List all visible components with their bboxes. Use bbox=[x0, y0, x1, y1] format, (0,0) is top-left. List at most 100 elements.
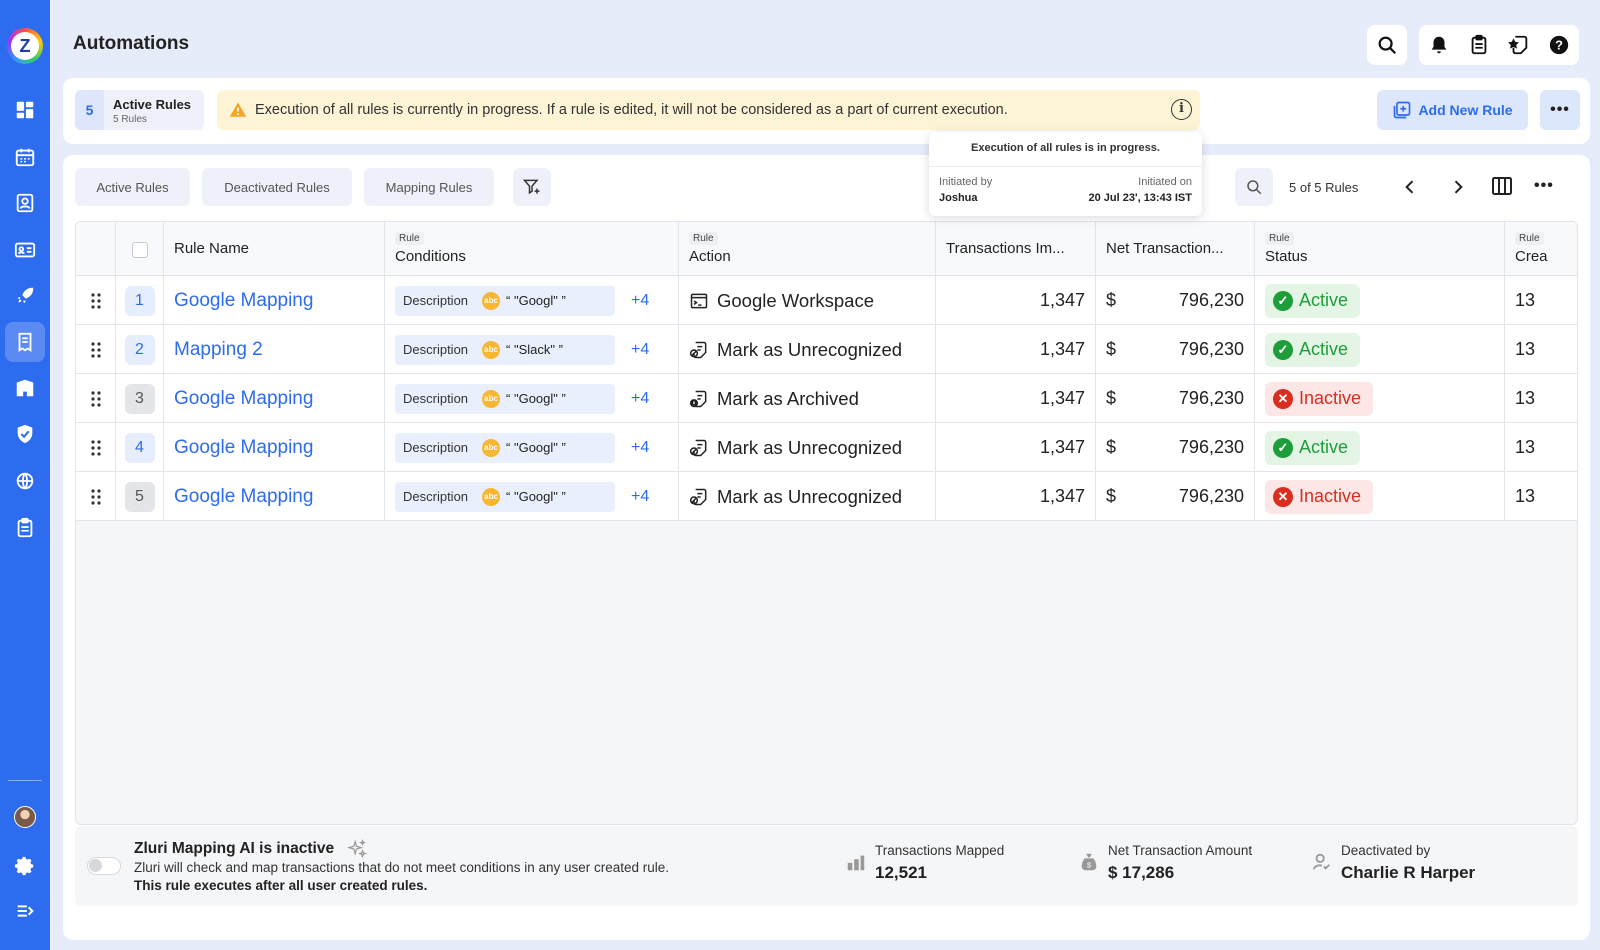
rules-more-options-button[interactable]: ••• bbox=[1540, 90, 1580, 130]
status-cell: ✓ Active bbox=[1255, 325, 1505, 374]
table-row[interactable]: 3 Google Mapping Description abc “ "Googl" ”… bbox=[76, 374, 1577, 423]
status-badge[interactable]: ✓ Active bbox=[1265, 430, 1361, 465]
sidebar: Z bbox=[0, 0, 50, 950]
transactions-cell: 1,347 bbox=[936, 472, 1096, 521]
drag-handle[interactable] bbox=[76, 423, 116, 472]
more-conditions-link[interactable]: +4 bbox=[631, 291, 650, 309]
id-card-icon[interactable] bbox=[5, 230, 45, 270]
search-icon bbox=[1247, 180, 1262, 195]
action-text: Mark as Unrecognized bbox=[717, 485, 903, 507]
next-page-button[interactable] bbox=[1445, 174, 1471, 200]
tasks-button[interactable] bbox=[1459, 25, 1499, 65]
status-badge[interactable]: ✕ Inactive bbox=[1265, 479, 1374, 514]
user-check-icon bbox=[1312, 853, 1330, 870]
status-badge[interactable]: ✓ Active bbox=[1265, 283, 1361, 318]
calendar-icon[interactable] bbox=[5, 137, 45, 177]
building-icon[interactable] bbox=[5, 368, 45, 408]
mapping-ai-toggle[interactable] bbox=[87, 857, 121, 875]
dashboard-icon[interactable] bbox=[5, 90, 45, 130]
drag-handle[interactable] bbox=[76, 276, 116, 325]
net-value: 796,230 bbox=[1178, 437, 1244, 457]
zluri-logo[interactable]: Z bbox=[7, 28, 43, 64]
more-dots-icon: ••• bbox=[1550, 101, 1570, 118]
conditions-cell: Description abc “ "Slack" ” +4 bbox=[385, 325, 679, 374]
star-note-icon bbox=[1508, 35, 1528, 55]
status-badge[interactable]: ✓ Active bbox=[1265, 332, 1361, 367]
more-conditions-link[interactable]: +4 bbox=[631, 389, 650, 407]
tab-active-rules[interactable]: Active Rules bbox=[75, 168, 190, 206]
chevron-left-icon bbox=[1405, 180, 1414, 194]
active-rules-badge[interactable]: 5 Active Rules 5 Rules bbox=[75, 90, 204, 130]
global-search-button[interactable] bbox=[1367, 25, 1407, 65]
th-transactions[interactable]: Transactions Im... bbox=[936, 222, 1096, 276]
th-conditions[interactable]: Rule Conditions bbox=[385, 222, 679, 276]
th-status[interactable]: Rule Status bbox=[1255, 222, 1505, 276]
rule-name-link[interactable]: Mapping 2 bbox=[174, 338, 263, 360]
table-row[interactable]: 2 Mapping 2 Description abc “ "Slack" ” +4 Mar… bbox=[76, 325, 1577, 374]
info-icon[interactable]: i bbox=[1171, 99, 1192, 120]
clipboard-icon[interactable] bbox=[5, 508, 45, 548]
toggle-knob bbox=[89, 859, 102, 872]
prev-page-button[interactable] bbox=[1397, 174, 1423, 200]
warning-text: Execution of all rules is currently in p… bbox=[255, 102, 1008, 118]
table-row[interactable]: 5 Google Mapping Description abc “ "Googl" ”… bbox=[76, 472, 1577, 521]
help-button[interactable]: ? bbox=[1539, 25, 1579, 65]
shield-check-icon[interactable] bbox=[5, 414, 45, 454]
globe-icon[interactable] bbox=[5, 461, 45, 501]
condition-pill[interactable]: Description abc “ "Slack" ” bbox=[395, 334, 615, 365]
status-text: Inactive bbox=[1299, 388, 1362, 408]
condition-field: Description bbox=[403, 391, 469, 406]
condition-pill[interactable]: Description abc “ "Googl" ” bbox=[395, 383, 615, 414]
condition-pill[interactable]: Description abc “ "Googl" ” bbox=[395, 285, 615, 316]
drag-handle[interactable] bbox=[76, 374, 116, 423]
active-rules-sub: 5 Rules bbox=[113, 114, 147, 125]
table-row[interactable]: 4 Google Mapping Description abc “ "Googl" ”… bbox=[76, 423, 1577, 472]
table-more-options-button[interactable]: ••• bbox=[1534, 177, 1554, 194]
header-icon-group: ? bbox=[1419, 25, 1579, 65]
rule-name-link[interactable]: Google Mapping bbox=[174, 436, 314, 458]
rules-table: Rule Name Rule Conditions Rule Action Tr… bbox=[75, 221, 1578, 825]
mapping-ai-title: Zluri Mapping AI is inactive bbox=[134, 840, 335, 857]
drag-handle-icon bbox=[90, 341, 101, 358]
more-conditions-link[interactable]: +4 bbox=[631, 487, 650, 505]
rule-name-link[interactable]: Google Mapping bbox=[174, 485, 314, 507]
table-search-button[interactable] bbox=[1235, 168, 1273, 206]
net-value: 796,230 bbox=[1178, 339, 1244, 359]
feedback-button[interactable] bbox=[1499, 25, 1539, 65]
rule-name-link[interactable]: Google Mapping bbox=[174, 387, 314, 409]
drag-handle[interactable] bbox=[76, 472, 116, 521]
th-net-transaction[interactable]: Net Transaction... bbox=[1096, 222, 1255, 276]
more-conditions-link[interactable]: +4 bbox=[631, 438, 650, 456]
expand-menu-icon[interactable] bbox=[5, 891, 45, 931]
condition-pill[interactable]: Description abc “ "Googl" ” bbox=[395, 481, 615, 512]
condition-pill[interactable]: Description abc “ "Googl" ” bbox=[395, 432, 615, 463]
user-avatar[interactable] bbox=[14, 806, 36, 828]
th-action[interactable]: Rule Action bbox=[679, 222, 936, 276]
unrecognized-icon bbox=[689, 487, 709, 507]
tab-deactivated-rules[interactable]: Deactivated Rules bbox=[202, 168, 352, 206]
condition-value: “ "Googl" ” bbox=[506, 391, 566, 406]
table-row[interactable]: 1 Google Mapping Description abc “ "Googl" ”… bbox=[76, 276, 1577, 325]
currency-symbol: $ bbox=[1106, 339, 1117, 359]
execution-warning-banner: Execution of all rules is currently in p… bbox=[217, 90, 1200, 130]
net-value: 796,230 bbox=[1178, 388, 1244, 408]
select-all-checkbox[interactable] bbox=[132, 242, 148, 258]
drag-handle[interactable] bbox=[76, 325, 116, 374]
columns-button[interactable] bbox=[1490, 174, 1516, 200]
status-badge[interactable]: ✕ Inactive bbox=[1265, 381, 1374, 416]
add-filter-button[interactable] bbox=[513, 168, 551, 206]
rule-name-cell: Google Mapping bbox=[164, 276, 385, 325]
user-card-icon[interactable] bbox=[5, 183, 45, 223]
receipt-automation-icon[interactable] bbox=[5, 322, 45, 362]
transactions-value: 1,347 bbox=[1039, 486, 1085, 506]
tab-mapping-rules[interactable]: Mapping Rules bbox=[364, 168, 494, 206]
th-created[interactable]: Rule Crea bbox=[1515, 232, 1548, 265]
add-new-rule-button[interactable]: Add New Rule bbox=[1377, 90, 1528, 130]
th-rule-name[interactable]: Rule Name bbox=[164, 222, 385, 276]
more-conditions-link[interactable]: +4 bbox=[631, 340, 650, 358]
rule-name-link[interactable]: Google Mapping bbox=[174, 289, 314, 311]
rule-name-cell: Google Mapping bbox=[164, 423, 385, 472]
notifications-button[interactable] bbox=[1419, 25, 1459, 65]
rocket-icon[interactable] bbox=[5, 276, 45, 316]
gear-icon[interactable] bbox=[5, 846, 45, 886]
